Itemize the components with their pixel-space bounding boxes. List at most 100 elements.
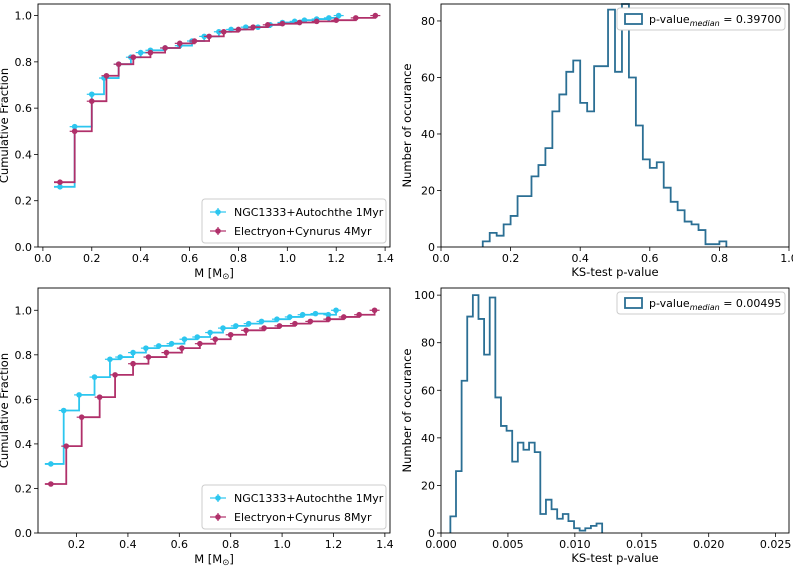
- histogram-bin: [650, 168, 657, 247]
- y-tick-label: 0.6: [15, 393, 33, 406]
- data-point: [276, 323, 283, 329]
- y-tick-label: 80: [421, 337, 435, 350]
- data-point: [60, 407, 67, 414]
- x-tick-label: 0.4: [119, 538, 137, 551]
- data-point: [307, 318, 314, 325]
- data-point: [261, 325, 267, 331]
- data-point: [130, 360, 136, 367]
- y-tick-label: 0.8: [15, 56, 33, 69]
- data-point: [227, 331, 234, 338]
- x-tick-label: 0.4: [571, 252, 589, 265]
- x-axis-label: M [M⊙]: [194, 552, 234, 566]
- data-point: [286, 314, 293, 320]
- legend-label: NGC1333+Autochthe 1Myr: [234, 206, 384, 219]
- data-point: [137, 49, 144, 56]
- data-point: [352, 15, 359, 21]
- data-point: [242, 24, 249, 30]
- histogram-bin: [538, 165, 545, 247]
- histogram-bin: [473, 295, 479, 533]
- data-point: [233, 323, 239, 329]
- x-tick-label: 0.2: [502, 252, 520, 265]
- data-point: [155, 343, 162, 349]
- x-tick-label: 0.8: [711, 252, 729, 265]
- axes-frame: [37, 287, 391, 534]
- data-point: [264, 22, 271, 28]
- histogram-bin: [529, 443, 535, 533]
- data-point: [63, 443, 70, 449]
- x-tick-label: 0.2: [68, 538, 86, 551]
- y-tick-label: 40: [421, 432, 435, 445]
- histogram-bin: [692, 224, 699, 247]
- data-point: [301, 17, 308, 24]
- histogram-bin: [557, 519, 563, 533]
- legend-marker: [215, 514, 221, 520]
- data-point: [91, 374, 98, 380]
- y-tick-label: 100: [414, 289, 435, 302]
- data-point: [220, 325, 226, 331]
- histogram-bin: [552, 111, 559, 247]
- histogram-bin: [484, 355, 490, 533]
- data-point: [333, 17, 340, 24]
- x-tick-label: 0.4: [132, 252, 150, 265]
- y-tick-label: 0: [428, 527, 435, 540]
- data-point: [112, 372, 118, 378]
- y-axis-label: Number of occurance: [400, 63, 414, 187]
- data-point: [326, 15, 332, 21]
- legend: p-valuemedian = 0.39700: [616, 7, 786, 31]
- data-point: [279, 20, 286, 27]
- data-point: [312, 310, 319, 317]
- x-axis-label: M [M⊙]: [194, 266, 234, 282]
- legend-label: p-valuemedian = 0.00495: [649, 297, 781, 312]
- histogram-bin: [580, 103, 587, 247]
- histogram-bin: [504, 224, 511, 247]
- x-tick-label: 0.6: [181, 252, 199, 265]
- data-point: [325, 311, 332, 318]
- legend-marker: [215, 228, 221, 234]
- data-point: [340, 314, 347, 320]
- data-point: [313, 18, 320, 25]
- data-point: [372, 12, 379, 19]
- legend-box: [201, 484, 387, 530]
- data-point: [145, 354, 152, 360]
- x-tick-label: 1.4: [376, 252, 394, 265]
- data-point: [168, 340, 175, 347]
- y-tick-label: 0.2: [15, 482, 33, 495]
- histogram-bin: [540, 514, 546, 533]
- y-axis-label: Cumulative Fraction: [0, 68, 11, 183]
- legend-box: [616, 291, 786, 315]
- data-point: [143, 345, 149, 351]
- data-point: [207, 329, 213, 336]
- histogram-bin: [501, 426, 507, 533]
- x-tick-label: 1.2: [325, 538, 343, 551]
- data-point: [245, 320, 252, 327]
- x-tick-label: 0.000: [425, 538, 457, 551]
- data-point: [296, 19, 303, 26]
- histogram-bin: [566, 72, 573, 247]
- x-tick-label: 0.2: [83, 252, 101, 265]
- y-axis-label: Number of occurance: [400, 348, 414, 472]
- y-tick-label: 0: [428, 241, 435, 254]
- cdf-step-line: [54, 15, 377, 184]
- histogram-bin: [608, 10, 615, 247]
- data-point: [130, 349, 136, 356]
- histogram-outline: [481, 3, 728, 247]
- histogram-bin: [629, 77, 636, 247]
- legend-label: p-valuemedian = 0.39700: [649, 13, 781, 28]
- y-tick-label: 1.0: [15, 10, 33, 23]
- data-point: [228, 26, 234, 33]
- histogram-bin: [497, 236, 504, 247]
- histogram-bin: [657, 162, 664, 247]
- histogram-bin: [678, 210, 685, 247]
- data-point: [115, 61, 122, 67]
- legend-label: NGC1333+Autochthe 1Myr: [234, 492, 384, 505]
- x-tick-label: 0.005: [492, 538, 524, 551]
- x-tick-label: 0.6: [641, 252, 659, 265]
- data-point: [76, 392, 82, 398]
- histogram-bin: [573, 61, 580, 247]
- histogram-bin: [594, 66, 601, 247]
- histogram-bin: [512, 462, 518, 533]
- histogram-bin: [671, 202, 678, 247]
- panel-cdf-1: 0.0 0.2 0.4 0.6 0.8 1.0 1.2 1.4 0.0 0.2 0.4 0.6 0.8 1…: [0, 3, 394, 282]
- data-point: [96, 394, 103, 400]
- x-tick-label: 0.0: [34, 252, 52, 265]
